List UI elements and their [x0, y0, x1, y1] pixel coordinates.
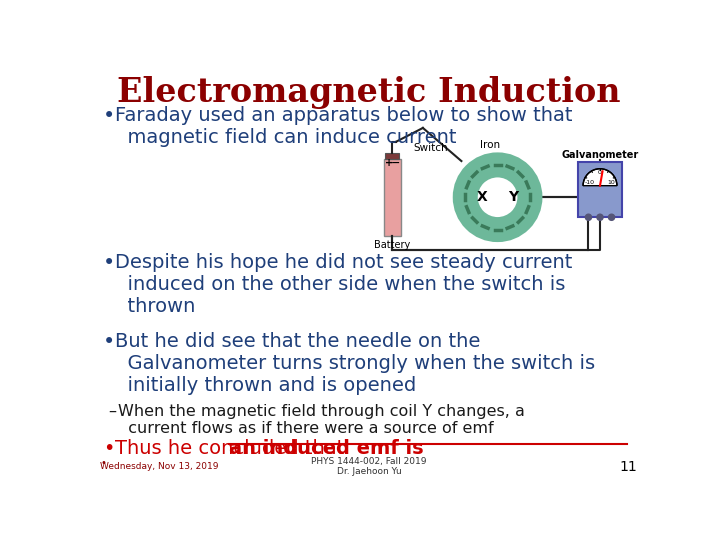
Bar	[385, 153, 399, 159]
Text: Electromagnetic Induction: Electromagnetic Induction	[117, 76, 621, 109]
Text: 11: 11	[619, 460, 637, 474]
Text: PHYS 1444-002, Fall 2019
Dr. Jaehoon Yu: PHYS 1444-002, Fall 2019 Dr. Jaehoon Yu	[311, 457, 427, 476]
Text: •: •	[104, 332, 116, 352]
Text: •: •	[104, 439, 114, 458]
Text: Wednesday, Nov 13, 2019: Wednesday, Nov 13, 2019	[99, 462, 218, 471]
Text: –: –	[109, 403, 117, 418]
Text: an induced emf is: an induced emf is	[229, 439, 423, 458]
Text: X: X	[477, 190, 487, 204]
Circle shape	[585, 214, 592, 220]
Text: Galvanometer: Galvanometer	[562, 150, 639, 159]
Text: Faraday used an apparatus below to show that
  magnetic field can induce current: Faraday used an apparatus below to show …	[115, 106, 572, 146]
Text: Despite his hope he did not see steady current
  induced on the other side when : Despite his hope he did not see steady c…	[115, 253, 572, 316]
Text: -10: -10	[585, 180, 595, 185]
Circle shape	[608, 214, 615, 220]
Text: Thus he concluded that: Thus he concluded that	[115, 439, 351, 458]
Text: 0: 0	[598, 170, 602, 174]
Circle shape	[597, 214, 603, 220]
Text: But he did see that the needle on the
  Galvanometer turns strongly when the swi: But he did see that the needle on the Ga…	[115, 332, 595, 395]
Text: When the magnetic field through coil Y changes, a
  current flows as if there we: When the magnetic field through coil Y c…	[118, 403, 525, 436]
Bar	[384, 159, 400, 236]
Text: Battery: Battery	[374, 240, 410, 249]
Text: 10: 10	[608, 180, 616, 185]
Text: •: •	[100, 457, 106, 468]
Text: Iron: Iron	[480, 139, 500, 150]
Text: Switch: Switch	[414, 143, 449, 153]
Text: •: •	[104, 253, 116, 273]
Text: +: +	[385, 158, 393, 167]
Text: Y: Y	[508, 190, 518, 204]
Text: −: −	[391, 158, 400, 167]
Wedge shape	[583, 168, 617, 186]
Bar	[577, 162, 622, 217]
Text: •: •	[104, 106, 116, 126]
